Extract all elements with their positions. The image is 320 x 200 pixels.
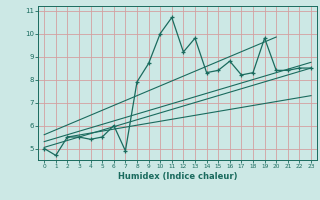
X-axis label: Humidex (Indice chaleur): Humidex (Indice chaleur) [118,172,237,181]
